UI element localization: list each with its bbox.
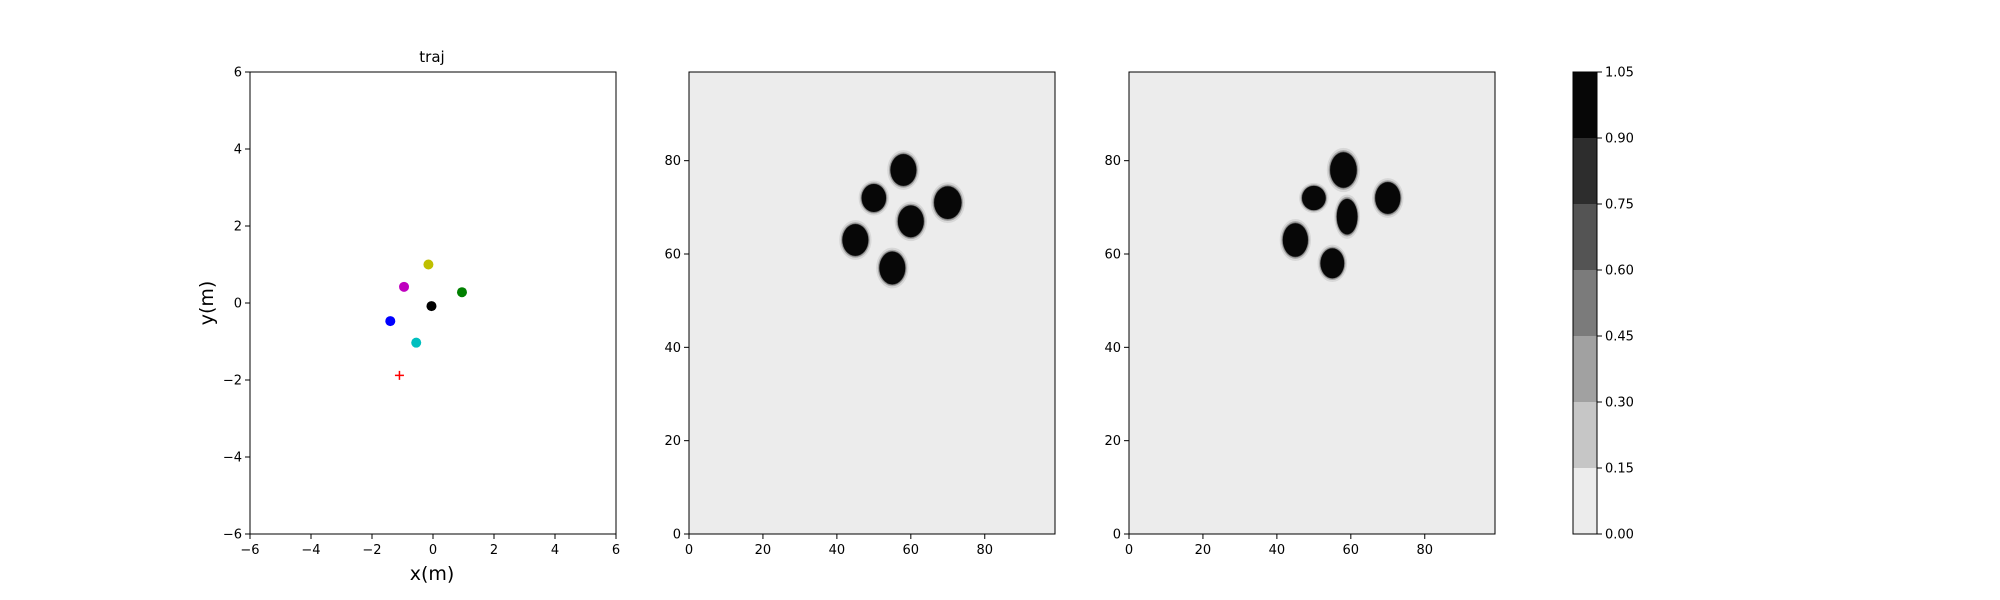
heatmap-2-blob (1302, 185, 1326, 211)
trajectory-point (426, 301, 437, 312)
heatmap-1-blob (897, 205, 924, 238)
trajectory-ytick-label: −4 (223, 451, 242, 466)
heatmap-1-ytick-label: 40 (664, 341, 681, 356)
heatmap-2-xtick-label: 20 (1195, 543, 1212, 558)
trajectory-xtick-label: −6 (240, 543, 259, 558)
trajectory-ytick-label: −6 (223, 528, 242, 543)
heatmap-1-background (689, 72, 1055, 534)
trajectory-point (399, 281, 410, 292)
heatmap-2-ytick-label: 0 (1113, 528, 1121, 543)
heatmap-1-blob (890, 154, 917, 186)
heatmap-2-ytick-label: 20 (1104, 434, 1121, 449)
trajectory-ytick-label: −2 (223, 374, 242, 389)
trajectory-xtick-label: 4 (551, 543, 559, 558)
heatmap-2-ticks: 0 20 40 60 80 0 20 40 60 80 (1104, 154, 1433, 558)
heatmap-1-xtick-label: 40 (829, 543, 846, 558)
colorbar-frame (1572, 71, 1598, 535)
trajectory-point (385, 316, 396, 327)
heatmap-2-blob (1320, 248, 1345, 279)
colorbar-band (1573, 336, 1597, 402)
colorbar-tick-label: 0.30 (1605, 396, 1634, 411)
heatmap-2-ytick-label: 80 (1104, 154, 1121, 169)
trajectory-xtick-label: 6 (612, 543, 620, 558)
heatmap-1-xtick-label: 60 (903, 543, 920, 558)
colorbar-band (1573, 138, 1597, 204)
heatmap-1-ytick-label: 20 (664, 434, 681, 449)
trajectory-xtick-label: 2 (490, 543, 498, 558)
heatmap-1-xtick-label: 20 (755, 543, 772, 558)
colorbar-tick-label: 0.45 (1605, 330, 1634, 345)
colorbar-band (1573, 72, 1597, 138)
heatmap-1-blob (879, 251, 906, 285)
heatmap-2-blob (1282, 223, 1308, 257)
heatmap-1-ticks: 0 20 40 60 80 0 20 40 60 80 (664, 154, 993, 558)
heatmap-1-blob (842, 224, 869, 256)
trajectory-panel: traj −6 −4 −2 0 2 4 6 −6 −4 −2 0 2 4 6 x(m) y(m) (196, 48, 620, 585)
heatmap-2-xtick-label: 80 (1416, 543, 1433, 558)
trajectory-ytick-label: 6 (234, 66, 242, 81)
heatmap-2-xtick-label: 40 (1269, 543, 1286, 558)
heatmap-2-blob (1375, 182, 1401, 214)
colorbar-tick-label: 0.75 (1605, 198, 1634, 213)
trajectory-points (385, 259, 467, 380)
heatmap-2-blob (1336, 198, 1358, 235)
heatmap-2-ytick-label: 40 (1104, 341, 1121, 356)
trajectory-ylabel: y(m) (196, 281, 218, 326)
heatmap-1-ytick-label: 80 (664, 154, 681, 169)
colorbar-tick-label: 0.15 (1605, 462, 1634, 477)
heatmap-1-cells (689, 72, 1055, 534)
heatmap-2-axes-frame (1128, 71, 1496, 535)
colorbar-tick-label: 0.90 (1605, 132, 1634, 147)
trajectory-ticks: −6 −4 −2 0 2 4 6 −6 −4 −2 0 2 4 6 (223, 66, 620, 559)
heatmap-2-xtick-label: 60 (1343, 543, 1360, 558)
heatmap-1-blob (861, 184, 887, 212)
colorbar-bands (1573, 72, 1597, 534)
heatmap-2-background (1129, 72, 1495, 534)
colorbar: 0.00 0.15 0.30 0.45 0.60 0.75 0.90 1.05 (1572, 66, 1634, 543)
heatmap-2-blob (1330, 152, 1357, 188)
heatmap-1-axes-frame (688, 71, 1056, 535)
trajectory-ytick-label: 0 (234, 297, 242, 312)
heatmap-panel-2: 0 20 40 60 80 0 20 40 60 80 (1104, 71, 1496, 558)
heatmap-1-ytick-label: 0 (673, 528, 681, 543)
colorbar-band (1573, 270, 1597, 336)
heatmap-2-cells (1129, 72, 1495, 534)
trajectory-xtick-label: −4 (301, 543, 320, 558)
heatmap-panel-1: 0 20 40 60 80 0 20 40 60 80 (664, 71, 1056, 558)
colorbar-band (1573, 402, 1597, 468)
colorbar-band (1573, 468, 1597, 534)
trajectory-point (411, 337, 422, 348)
heatmap-1-xtick-label: 0 (685, 543, 693, 558)
heatmap-2-xtick-label: 0 (1125, 543, 1133, 558)
colorbar-tick-label: 0.00 (1605, 528, 1634, 543)
colorbar-band (1573, 204, 1597, 270)
trajectory-xtick-label: −2 (362, 543, 381, 558)
trajectory-ytick-label: 2 (234, 220, 242, 235)
heatmap-1-xtick-label: 80 (976, 543, 993, 558)
trajectory-xlabel: x(m) (410, 563, 455, 585)
trajectory-point (456, 287, 467, 298)
trajectory-title: traj (419, 48, 444, 66)
trajectory-point (423, 259, 434, 270)
colorbar-ticks: 0.00 0.15 0.30 0.45 0.60 0.75 0.90 1.05 (1597, 66, 1634, 543)
trajectory-xtick-label: 0 (429, 543, 437, 558)
colorbar-tick-label: 0.60 (1605, 264, 1634, 279)
heatmap-1-ytick-label: 60 (664, 248, 681, 263)
trajectory-ytick-label: 4 (234, 143, 242, 158)
colorbar-tick-label: 1.05 (1605, 66, 1634, 81)
heatmap-2-ytick-label: 60 (1104, 248, 1121, 263)
heatmap-1-blob (934, 186, 962, 220)
